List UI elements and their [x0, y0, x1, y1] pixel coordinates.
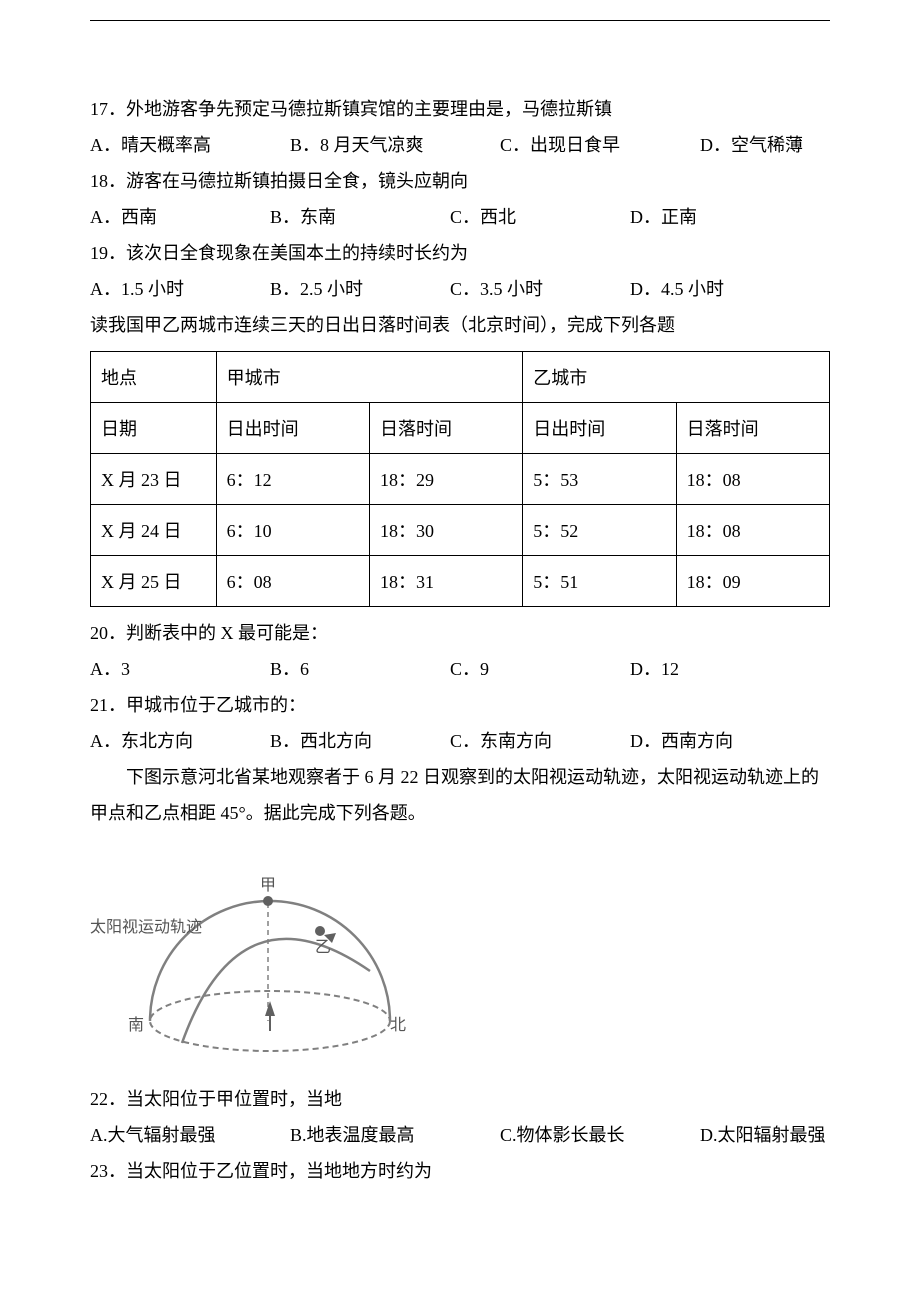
q18-option-c: C．西北: [450, 199, 630, 235]
q17-option-a: A．晴天概率高: [90, 127, 260, 163]
page-top-rule: [90, 20, 830, 21]
td-a-set: 18：31: [369, 556, 522, 607]
th-city-a: 甲城市: [216, 352, 523, 403]
sun-path-diagram: 太阳视运动轨迹 甲 乙 南 北: [90, 851, 400, 1071]
q20-option-a: A．3: [90, 651, 270, 687]
td-date: X 月 24 日: [91, 505, 217, 556]
td-b-set: 18：09: [676, 556, 829, 607]
question-22-text: 22．当太阳位于甲位置时，当地: [90, 1081, 830, 1117]
question-17-text: 17．外地游客争先预定马德拉斯镇宾馆的主要理由是，马德拉斯镇: [90, 91, 830, 127]
q19-option-b: B．2.5 小时: [270, 271, 450, 307]
th-a-sunset: 日落时间: [369, 403, 522, 454]
q18-option-d: D．正南: [630, 199, 810, 235]
label-north: 北: [390, 1011, 406, 1035]
td-b-set: 18：08: [676, 505, 829, 556]
td-b-set: 18：08: [676, 454, 829, 505]
q20-option-b: B．6: [270, 651, 450, 687]
question-18-text: 18．游客在马德拉斯镇拍摄日全食，镜头应朝向: [90, 163, 830, 199]
table-row: X 月 23 日 6：12 18：29 5：53 18：08: [91, 454, 830, 505]
q22-option-c: C.物体影长最长: [500, 1117, 670, 1153]
td-a-rise: 6：12: [216, 454, 369, 505]
q22-option-b: B.地表温度最高: [290, 1117, 470, 1153]
th-location: 地点: [91, 352, 217, 403]
q22-option-a: A.大气辐射最强: [90, 1117, 260, 1153]
td-date: X 月 25 日: [91, 556, 217, 607]
th-b-sunrise: 日出时间: [523, 403, 676, 454]
q22-option-d: D.太阳辐射最强: [700, 1117, 826, 1153]
q19-option-d: D．4.5 小时: [630, 271, 810, 307]
question-21-options: A．东北方向 B．西北方向 C．东南方向 D．西南方向: [90, 723, 830, 759]
question-23-text: 23．当太阳位于乙位置时，当地地方时约为: [90, 1153, 830, 1189]
label-yi: 乙: [315, 933, 331, 957]
sunrise-sunset-table: 地点 甲城市 乙城市 日期 日出时间 日落时间 日出时间 日落时间 X 月 23…: [90, 351, 830, 607]
td-b-rise: 5：51: [523, 556, 676, 607]
q17-option-c: C．出现日食早: [500, 127, 670, 163]
th-date: 日期: [91, 403, 217, 454]
label-track: 太阳视运动轨迹: [90, 913, 202, 937]
table-intro-text: 读我国甲乙两城市连续三天的日出日落时间表（北京时间），完成下列各题: [90, 307, 830, 343]
q17-option-d: D．空气稀薄: [700, 127, 803, 163]
label-jia: 甲: [260, 871, 276, 895]
q19-option-c: C．3.5 小时: [450, 271, 630, 307]
table-row-header2: 日期 日出时间 日落时间 日出时间 日落时间: [91, 403, 830, 454]
th-a-sunrise: 日出时间: [216, 403, 369, 454]
question-19-text: 19．该次日全食现象在美国本土的持续时长约为: [90, 235, 830, 271]
table-row: X 月 25 日 6：08 18：31 5：51 18：09: [91, 556, 830, 607]
q21-option-b: B．西北方向: [270, 723, 450, 759]
q18-option-a: A．西南: [90, 199, 270, 235]
table-row-header1: 地点 甲城市 乙城市: [91, 352, 830, 403]
sun-path-svg: [90, 851, 400, 1071]
td-b-rise: 5：53: [523, 454, 676, 505]
q17-option-b: B．8 月天气凉爽: [290, 127, 470, 163]
question-17-options: A．晴天概率高 B．8 月天气凉爽 C．出现日食早 D．空气稀薄: [90, 127, 830, 163]
question-18-options: A．西南 B．东南 C．西北 D．正南: [90, 199, 830, 235]
td-a-set: 18：29: [369, 454, 522, 505]
diagram-intro-text: 下图示意河北省某地观察者于 6 月 22 日观察到的太阳视运动轨迹，太阳视运动轨…: [90, 759, 830, 831]
td-date: X 月 23 日: [91, 454, 217, 505]
th-b-sunset: 日落时间: [676, 403, 829, 454]
td-a-rise: 6：10: [216, 505, 369, 556]
td-a-set: 18：30: [369, 505, 522, 556]
td-a-rise: 6：08: [216, 556, 369, 607]
th-city-b: 乙城市: [523, 352, 830, 403]
question-21-text: 21．甲城市位于乙城市的：: [90, 687, 830, 723]
q21-option-d: D．西南方向: [630, 723, 810, 759]
q21-option-a: A．东北方向: [90, 723, 270, 759]
q18-option-b: B．东南: [270, 199, 450, 235]
question-19-options: A．1.5 小时 B．2.5 小时 C．3.5 小时 D．4.5 小时: [90, 271, 830, 307]
q20-option-c: C．9: [450, 651, 630, 687]
table-row: X 月 24 日 6：10 18：30 5：52 18：08: [91, 505, 830, 556]
question-20-options: A．3 B．6 C．9 D．12: [90, 651, 830, 687]
td-b-rise: 5：52: [523, 505, 676, 556]
question-20-text: 20．判断表中的 X 最可能是：: [90, 615, 830, 651]
q20-option-d: D．12: [630, 651, 810, 687]
question-22-options: A.大气辐射最强 B.地表温度最高 C.物体影长最长 D.太阳辐射最强: [90, 1117, 830, 1153]
label-south: 南: [128, 1011, 144, 1035]
q19-option-a: A．1.5 小时: [90, 271, 270, 307]
q21-option-c: C．东南方向: [450, 723, 630, 759]
